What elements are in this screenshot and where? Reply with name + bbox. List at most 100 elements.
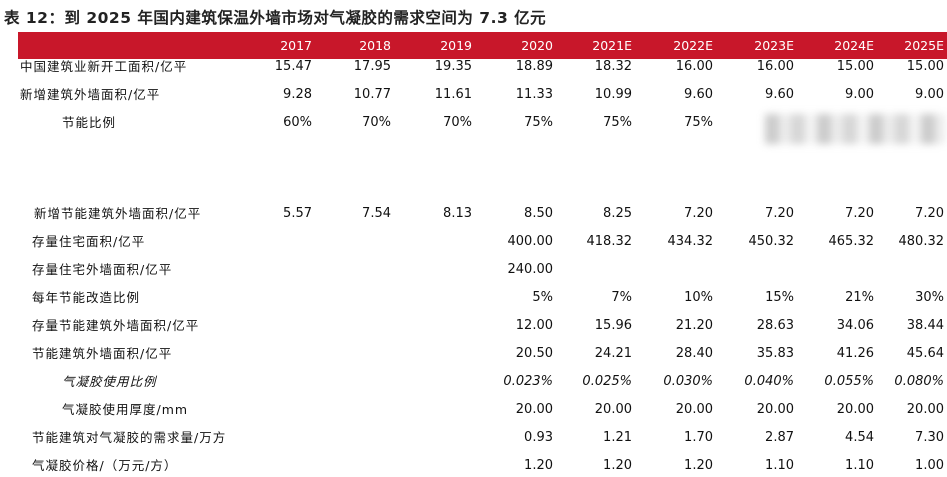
table-cell: 8.13 — [443, 206, 472, 221]
table-cell: 10% — [684, 290, 713, 305]
table-cell: 7.20 — [765, 206, 794, 221]
table-cell: 1.21 — [603, 430, 632, 445]
table-cell: 28.40 — [675, 346, 713, 361]
table-cell: 20.00 — [515, 402, 553, 417]
table-cell: 41.26 — [836, 346, 874, 361]
header-year-2018: 2018 — [359, 38, 391, 53]
table-cell: 20.00 — [906, 402, 944, 417]
table-cell: 240.00 — [507, 262, 554, 277]
table-cell: 1.00 — [915, 458, 944, 473]
table-cell: 1.70 — [684, 430, 713, 445]
table-cell: 70% — [443, 115, 472, 130]
table-cell: 0.93 — [524, 430, 553, 445]
row-label: 节能建筑对气凝胶的需求量/万方 — [32, 430, 227, 445]
table-cell: 11.61 — [434, 87, 472, 102]
row-label: 存量住宅面积/亿平 — [32, 234, 146, 249]
table-cell: 21% — [845, 290, 874, 305]
table-cell: 0.040% — [744, 374, 794, 389]
table-cell: 9.60 — [684, 87, 713, 102]
table-cell: 15.00 — [836, 59, 874, 74]
row-label: 存量节能建筑外墙面积/亿平 — [32, 318, 200, 333]
table-cell: 24.21 — [594, 346, 632, 361]
table-cell: 1.20 — [524, 458, 553, 473]
table-cell: 5% — [532, 290, 553, 305]
table-cell: 434.32 — [667, 234, 714, 249]
table-cell: 15% — [765, 290, 794, 305]
table-cell: 7.54 — [362, 206, 391, 221]
table-cell: 7.20 — [684, 206, 713, 221]
row-label: 新增节能建筑外墙面积/亿平 — [34, 206, 202, 221]
row-label: 气凝胶使用厚度/mm — [62, 402, 189, 417]
table-cell: 35.83 — [756, 346, 794, 361]
header-year-2017: 2017 — [280, 38, 312, 53]
table-cell: 400.00 — [507, 234, 554, 249]
table-cell: 0.080% — [894, 374, 944, 389]
table-cell: 450.32 — [748, 234, 795, 249]
table-cell: 38.44 — [906, 318, 944, 333]
row-label: 中国建筑业新开工面积/亿平 — [20, 59, 188, 74]
table-cell: 7.30 — [915, 430, 944, 445]
row-label: 气凝胶使用比例 — [62, 374, 157, 389]
table-cell: 18.32 — [594, 59, 632, 74]
table-cell: 9.28 — [283, 87, 312, 102]
row-label: 存量住宅外墙面积/亿平 — [32, 262, 173, 277]
table-cell: 9.60 — [765, 87, 794, 102]
table-cell: 21.20 — [675, 318, 713, 333]
table-cell: 0.055% — [824, 374, 874, 389]
table-cell: 20.00 — [675, 402, 713, 417]
table-cell: 45.64 — [906, 346, 944, 361]
table-cell: 70% — [362, 115, 391, 130]
table-cell: 2.87 — [765, 430, 794, 445]
table-cell: 8.25 — [603, 206, 632, 221]
row-label: 气凝胶价格/（万元/方） — [32, 458, 178, 473]
table-cell: 34.06 — [836, 318, 874, 333]
table-cell: 20.50 — [515, 346, 553, 361]
table-cell: 9.00 — [915, 87, 944, 102]
table-cell: 20.00 — [594, 402, 632, 417]
table-cell: 75% — [524, 115, 553, 130]
table-cell: 1.20 — [684, 458, 713, 473]
row-label: 节能比例 — [62, 115, 117, 130]
table-cell: 465.32 — [828, 234, 875, 249]
header-year-2024E: 2024E — [834, 38, 874, 53]
redacted-region — [765, 114, 945, 144]
table-cell: 1.20 — [603, 458, 632, 473]
header-year-2020: 2020 — [521, 38, 553, 53]
table-cell: 480.32 — [898, 234, 945, 249]
table-cell: 9.00 — [845, 87, 874, 102]
table-cell: 1.10 — [845, 458, 874, 473]
table-cell: 18.89 — [515, 59, 553, 74]
header-year-2021E: 2021E — [592, 38, 632, 53]
table-cell: 28.63 — [756, 318, 794, 333]
table-cell: 20.00 — [756, 402, 794, 417]
table-cell: 30% — [915, 290, 944, 305]
table-cell: 418.32 — [586, 234, 633, 249]
header-year-2023E: 2023E — [754, 38, 794, 53]
table-cell: 1.10 — [765, 458, 794, 473]
table-cell: 10.99 — [594, 87, 632, 102]
table-cell: 12.00 — [515, 318, 553, 333]
table-cell: 16.00 — [756, 59, 794, 74]
row-label: 每年节能改造比例 — [32, 290, 141, 305]
table-header-bar — [18, 32, 947, 59]
table-cell: 4.54 — [845, 430, 874, 445]
table-cell: 5.57 — [283, 206, 312, 221]
table-cell: 7.20 — [845, 206, 874, 221]
table-cell: 75% — [684, 115, 713, 130]
row-label: 新增建筑外墙面积/亿平 — [20, 87, 161, 102]
table-cell: 11.33 — [515, 87, 553, 102]
table-cell: 17.95 — [353, 59, 391, 74]
table-cell: 8.50 — [524, 206, 553, 221]
header-year-2019: 2019 — [440, 38, 472, 53]
table-cell: 10.77 — [353, 87, 391, 102]
table-cell: 15.47 — [274, 59, 312, 74]
table-cell: 0.023% — [503, 374, 553, 389]
header-year-2025E: 2025E — [904, 38, 944, 53]
table-cell: 15.96 — [594, 318, 632, 333]
table-cell: 15.00 — [906, 59, 944, 74]
table-cell: 75% — [603, 115, 632, 130]
table-title: 表 12：到 2025 年国内建筑保温外墙市场对气凝胶的需求空间为 7.3 亿元 — [4, 9, 547, 27]
table-cell: 19.35 — [434, 59, 472, 74]
table-cell: 7% — [611, 290, 632, 305]
table-cell: 0.025% — [582, 374, 632, 389]
